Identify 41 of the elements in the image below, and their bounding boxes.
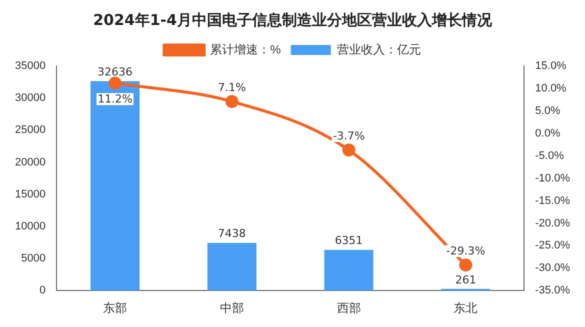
y-tick-label: 20000 (14, 156, 46, 168)
y2-tick-label: -30.0% (535, 262, 570, 274)
legend-label: 营业收入：亿元 (336, 42, 421, 56)
y2-tick-label: -15.0% (535, 194, 570, 207)
chart-title: 2024年1-4月中国电子信息制造业分地区营业收入增长情况 (93, 10, 493, 29)
y2-tick-label: 0.0% (535, 127, 560, 140)
y-tick-label: 5000 (21, 252, 46, 265)
y2-tick-label: -25.0% (535, 240, 570, 252)
bar (90, 81, 140, 291)
y-tick-label: 10000 (14, 220, 46, 232)
y2-tick-label: 5.0% (535, 104, 560, 117)
data-label: -29.3% (446, 244, 486, 258)
data-label: 7438 (218, 227, 246, 240)
bar (207, 242, 256, 291)
data-label: 32636 (98, 66, 133, 79)
y-tick-label: 0 (39, 284, 46, 297)
data-label: 11.2% (98, 92, 133, 106)
data-label: 7.1% (218, 80, 246, 94)
point (225, 94, 238, 108)
point (459, 258, 472, 272)
y-tick-label: 30000 (14, 92, 46, 104)
x-tick-label: 中部 (220, 301, 244, 316)
x-tick-label: 西部 (336, 301, 361, 316)
bar (324, 250, 374, 291)
y2-tick-label: -20.0% (535, 217, 570, 230)
y2-tick-label: 10.0% (535, 82, 567, 94)
y-tick-label: 25000 (14, 124, 46, 136)
y-tick-label: 35000 (14, 60, 46, 72)
y2-tick-label: -5.0% (535, 150, 564, 162)
y-tick-label: 15000 (14, 188, 46, 200)
point (108, 76, 122, 90)
y2-tick-label: -10.0% (535, 172, 570, 184)
y2-tick-label: 15.0% (535, 60, 567, 72)
legend-label: 累计增速：% (210, 42, 282, 56)
data-label: 6351 (334, 234, 363, 248)
data-label: -3.7% (332, 129, 365, 142)
y2-tick-label: -35.0% (535, 284, 570, 297)
x-tick-label: 东北 (454, 301, 478, 316)
point (342, 144, 356, 156)
x-tick-label: 东部 (103, 301, 128, 316)
data-label: 261 (455, 273, 476, 286)
